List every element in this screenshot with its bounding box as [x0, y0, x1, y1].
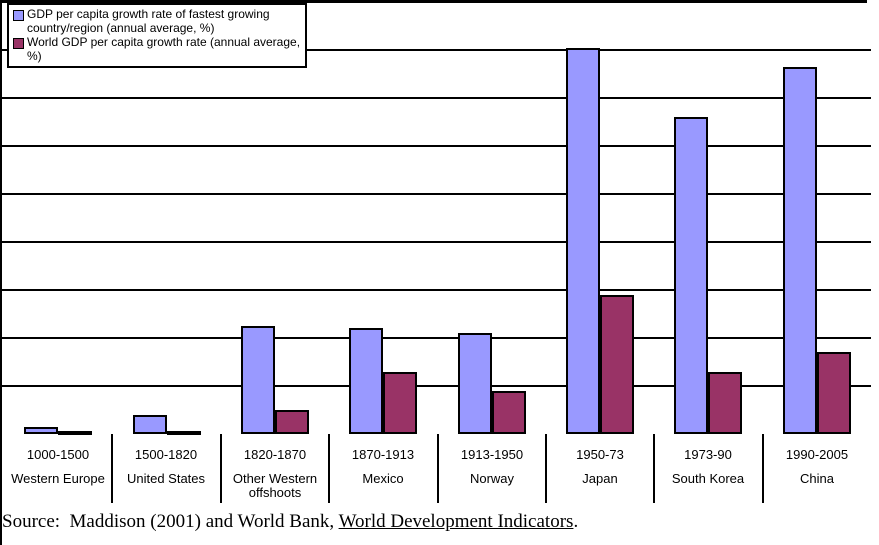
- y-tick: [0, 49, 8, 51]
- category-separator: [545, 434, 547, 503]
- category-period-label: 1950-73: [576, 447, 624, 462]
- category-period-label: 1990-2005: [785, 447, 849, 462]
- category-label-1: 1500-1820 United States: [112, 448, 220, 486]
- bar-world-3: [383, 372, 417, 434]
- category-separator: [111, 434, 113, 503]
- category-period-label: 1973-90: [684, 447, 732, 462]
- bar-world-4: [492, 391, 526, 434]
- category-label-5: 1950-73 Japan: [546, 448, 654, 486]
- bar-fastest-1: [133, 415, 167, 434]
- source-note: Source: Maddison (2001) and World Bank, …: [2, 511, 578, 533]
- source-suffix: .: [573, 511, 579, 532]
- category-region-label: United States: [126, 471, 206, 486]
- legend-item-world: World GDP per capita growth rate (annual…: [12, 35, 302, 63]
- category-region-label: Japan: [582, 471, 618, 486]
- chart-legend: GDP per capita growth rate of fastest gr…: [7, 3, 307, 68]
- gridline: [4, 385, 871, 387]
- bar-fastest-5: [566, 48, 600, 434]
- y-tick: [0, 97, 8, 99]
- category-separator: [328, 434, 330, 503]
- category-label-4: 1913-1950 Norway: [438, 448, 546, 486]
- category-separator: [220, 434, 222, 503]
- category-label-0: 1000-1500 Western Europe: [4, 448, 112, 486]
- category-region-label: Western Europe: [11, 471, 105, 486]
- category-separator: [653, 434, 655, 503]
- category-region-label: Mexico: [362, 471, 404, 486]
- gridline: [4, 145, 871, 147]
- gridline: [4, 49, 871, 51]
- gridline: [4, 97, 871, 99]
- legend-label-fastest: GDP per capita growth rate of fastest gr…: [27, 7, 270, 35]
- legend-swatch-world-icon: [13, 38, 24, 49]
- bar-fastest-0: [24, 427, 58, 434]
- category-label-2: 1820-1870 Other Western offshoots: [221, 448, 329, 500]
- y-tick: [0, 193, 8, 195]
- bar-world-0: [58, 431, 92, 435]
- bar-world-5: [600, 295, 634, 434]
- category-period-label: 1820-1870: [243, 447, 307, 462]
- bar-fastest-3: [349, 328, 383, 434]
- legend-swatch-fastest-icon: [13, 10, 24, 21]
- plot-border-left: [0, 3, 2, 504]
- category-region-label: Other Western offshoots: [232, 471, 318, 500]
- bar-fastest-7: [783, 67, 817, 434]
- bar-fastest-6: [674, 117, 708, 434]
- category-label-6: 1973-90 South Korea: [654, 448, 762, 486]
- y-tick: [0, 337, 8, 339]
- category-separator: [437, 434, 439, 503]
- legend-label-world: World GDP per capita growth rate (annual…: [27, 35, 301, 63]
- category-label-7: 1990-2005 China: [763, 448, 871, 486]
- bar-world-7: [817, 352, 851, 434]
- legend-item-fastest: GDP per capita growth rate of fastest gr…: [12, 7, 302, 35]
- bar-world-6: [708, 372, 742, 434]
- category-region-label: South Korea: [671, 471, 745, 486]
- bar-world-2: [275, 410, 309, 434]
- category-period-label: 1500-1820: [134, 447, 198, 462]
- y-tick: [0, 145, 8, 147]
- category-region-label: Norway: [469, 471, 515, 486]
- y-tick: [0, 385, 8, 387]
- bar-fastest-2: [241, 326, 275, 434]
- plot-border-top: [0, 0, 867, 3]
- category-period-label: 1870-1913: [351, 447, 415, 462]
- bar-world-1: [167, 431, 201, 435]
- gridline: [4, 337, 871, 339]
- gridline: [4, 289, 871, 291]
- bar-fastest-4: [458, 333, 492, 434]
- y-tick: [0, 241, 8, 243]
- category-separator: [762, 434, 764, 503]
- category-period-label: 1000-1500: [26, 447, 90, 462]
- gridline: [4, 241, 871, 243]
- category-region-label: China: [800, 471, 834, 486]
- plot-border-right: [0, 504, 2, 545]
- y-tick: [0, 289, 8, 291]
- category-label-3: 1870-1913 Mexico: [329, 448, 437, 486]
- source-citation: World Development Indicators: [338, 511, 574, 532]
- category-period-label: 1913-1950: [460, 447, 524, 462]
- source-text: Source: Maddison (2001) and World Bank,: [2, 511, 339, 532]
- gridline: [4, 193, 871, 195]
